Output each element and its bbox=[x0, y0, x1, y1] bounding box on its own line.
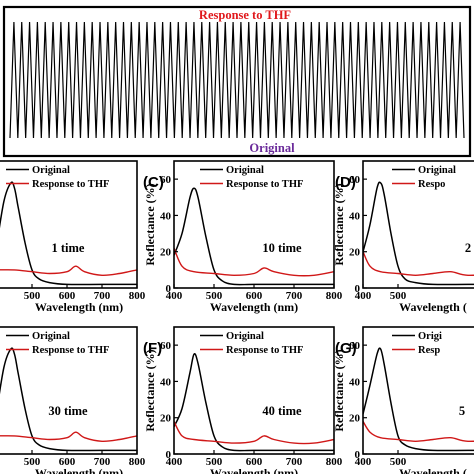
x-tick-label: 800 bbox=[129, 456, 146, 468]
legend-label: Original bbox=[226, 165, 264, 176]
x-tick-label: 500 bbox=[24, 290, 41, 302]
x-tick-label: 700 bbox=[94, 290, 111, 302]
y-axis-label: Reflectance (%) bbox=[143, 183, 157, 265]
y-tick-label: 20 bbox=[349, 413, 361, 425]
panel-g: 400 500 0 20 40 60 Wavelength ( Reflectance (%)… bbox=[332, 326, 474, 474]
cycle-count-annotation: 5 bbox=[459, 404, 465, 418]
x-tick-label: 400 bbox=[355, 456, 372, 468]
top-cycle-panel: Response to THF Original bbox=[2, 5, 472, 158]
x-axis-label: Wavelength (nm) bbox=[210, 300, 298, 314]
x-tick-label: 600 bbox=[246, 456, 263, 468]
legend-label: Response to THF bbox=[32, 345, 109, 356]
top-label-response: Response to THF bbox=[199, 8, 292, 22]
cycle-count-annotation: 30 time bbox=[48, 404, 88, 418]
legend-label: Origi bbox=[418, 331, 442, 342]
x-tick-label: 800 bbox=[326, 456, 343, 468]
y-tick-label: 0 bbox=[166, 449, 172, 461]
y-axis-label: Reflectance (%) bbox=[143, 349, 157, 431]
panel-d: 400 500 0 20 40 60 Wavelength ( Reflectance (%)… bbox=[332, 160, 474, 314]
panel-e: 500 600 700 800 Wavelength (nm) 30 time Origin… bbox=[0, 326, 146, 474]
series-line-original-f bbox=[174, 353, 334, 452]
series-line-response-c bbox=[174, 247, 334, 277]
legend-label: Resp bbox=[418, 345, 440, 356]
series-line-response-g bbox=[363, 420, 474, 443]
x-tick-label: 400 bbox=[166, 290, 183, 302]
y-tick-label: 60 bbox=[349, 340, 361, 352]
y-tick-label: 20 bbox=[349, 247, 361, 259]
x-tick-label: 500 bbox=[390, 290, 407, 302]
panel-letter: (G) bbox=[335, 340, 357, 357]
legend-label: Response to THF bbox=[32, 179, 109, 190]
top-label-original: Original bbox=[249, 141, 295, 155]
legend-label: Respo bbox=[418, 179, 445, 190]
legend-label: Response to THF bbox=[226, 345, 303, 356]
y-tick-label: 0 bbox=[355, 449, 361, 461]
panel-b: 500 600 700 800 Wavelength (nm) 1 time Origina… bbox=[0, 160, 146, 314]
legend-label: Original bbox=[226, 331, 264, 342]
panel-letter: (D) bbox=[335, 174, 356, 191]
y-tick-label: 40 bbox=[349, 210, 361, 222]
x-tick-label: 800 bbox=[129, 290, 146, 302]
x-axis-label: Wavelength ( bbox=[399, 466, 467, 474]
legend-label: Original bbox=[32, 331, 70, 342]
y-tick-label: 40 bbox=[349, 376, 361, 388]
legend-label: Original bbox=[418, 165, 456, 176]
y-axis-label: Reflectance (%) bbox=[332, 349, 346, 431]
top-panel-frame bbox=[2, 5, 472, 158]
y-tick-label: 60 bbox=[349, 174, 361, 186]
x-tick-label: 600 bbox=[59, 290, 76, 302]
x-tick-label: 700 bbox=[94, 456, 111, 468]
axes-frame-g bbox=[362, 326, 474, 455]
panel-letter: (C) bbox=[143, 174, 164, 191]
y-tick-label: 0 bbox=[355, 283, 361, 295]
panel-c: 400 500 600 700 800 0 20 40 60 Wavelength (nm) Ref… bbox=[143, 160, 343, 314]
y-tick-label: 40 bbox=[160, 376, 172, 388]
panel-letter: (F) bbox=[143, 340, 162, 357]
x-axis-label: Wavelength (nm) bbox=[35, 466, 123, 474]
series-line-response-e bbox=[0, 431, 137, 443]
x-tick-label: 800 bbox=[326, 290, 343, 302]
legend-label: Response to THF bbox=[226, 179, 303, 190]
series-line-original-d bbox=[363, 181, 474, 286]
x-tick-label: 700 bbox=[286, 290, 303, 302]
x-tick-label: 500 bbox=[24, 456, 41, 468]
legend-label: Original bbox=[32, 165, 70, 176]
x-axis-label: Wavelength ( bbox=[399, 300, 467, 314]
y-tick-label: 0 bbox=[166, 283, 172, 295]
y-axis-label: Reflectance (%) bbox=[332, 183, 346, 265]
x-tick-label: 600 bbox=[246, 290, 263, 302]
y-tick-label: 20 bbox=[160, 247, 172, 259]
cycle-count-annotation: 10 time bbox=[262, 241, 302, 255]
y-tick-label: 20 bbox=[160, 413, 172, 425]
series-line-response-b bbox=[0, 265, 137, 277]
x-axis-label: Wavelength (nm) bbox=[210, 466, 298, 474]
x-tick-label: 400 bbox=[355, 290, 372, 302]
axes-frame-d bbox=[362, 160, 474, 289]
series-line-original-g bbox=[363, 347, 474, 452]
panel-f: 400 500 600 700 800 0 20 40 60 Wavelength (nm) Ref… bbox=[143, 326, 343, 474]
x-tick-label: 700 bbox=[286, 456, 303, 468]
x-axis-label: Wavelength (nm) bbox=[35, 300, 123, 314]
cycle-count-annotation: 2 bbox=[465, 241, 471, 255]
x-tick-label: 400 bbox=[166, 456, 183, 468]
y-tick-label: 60 bbox=[160, 174, 172, 186]
series-line-response-f bbox=[174, 420, 334, 445]
y-tick-label: 40 bbox=[160, 210, 172, 222]
x-tick-label: 500 bbox=[206, 456, 223, 468]
series-line-original-c bbox=[174, 187, 334, 286]
cycle-count-annotation: 40 time bbox=[262, 404, 302, 418]
x-tick-label: 600 bbox=[59, 456, 76, 468]
cycle-zigzag-line bbox=[9, 21, 465, 139]
x-tick-label: 500 bbox=[390, 456, 407, 468]
y-tick-label: 60 bbox=[160, 340, 172, 352]
series-line-response-d bbox=[363, 251, 474, 277]
x-tick-label: 500 bbox=[206, 290, 223, 302]
cycle-count-annotation: 1 time bbox=[52, 241, 85, 255]
